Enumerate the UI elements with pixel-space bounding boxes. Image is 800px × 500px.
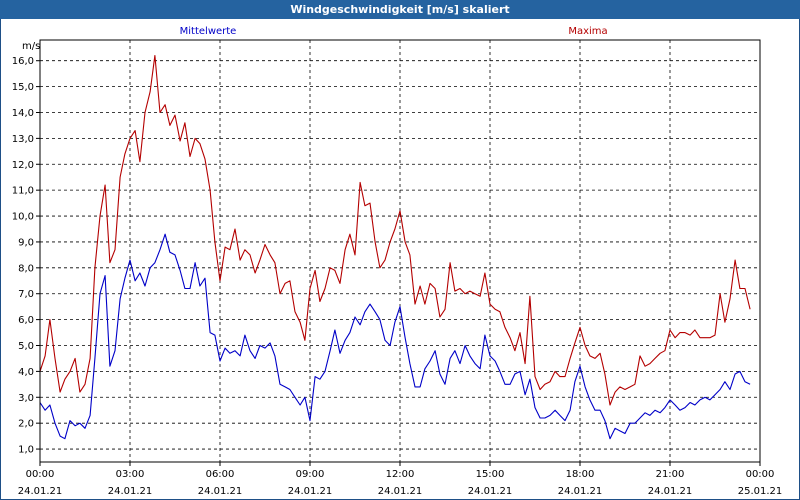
axes bbox=[36, 39, 761, 466]
x-tick-date-label: 24.01.21 bbox=[558, 486, 603, 497]
y-tick-label: 7,0 bbox=[18, 289, 34, 300]
y-tick-label: 14,0 bbox=[12, 108, 34, 119]
x-tick-date-label: 24.01.21 bbox=[648, 486, 693, 497]
tick-labels: 1,0 2,0 3,0 4,0 5,0 6,0 7,0 8,0 9,0 10,0 11,0 12,0 1… bbox=[12, 56, 783, 497]
series-line-maxima bbox=[39, 54, 751, 406]
x-tick-time-label: 21:00 bbox=[656, 469, 685, 480]
x-tick-time-label: 15:00 bbox=[476, 469, 505, 480]
x-tick-time-label: 12:00 bbox=[386, 469, 415, 480]
y-tick-label: 3,0 bbox=[18, 393, 34, 404]
x-tick-time-label: 00:00 bbox=[26, 469, 55, 480]
y-axis-unit-label: m/s bbox=[22, 41, 40, 52]
x-tick-date-label: 24.01.21 bbox=[468, 486, 513, 497]
x-tick-date-label: 24.01.21 bbox=[108, 486, 153, 497]
chart-title-bar: Windgeschwindigkeit [m/s] skaliert bbox=[0, 0, 800, 19]
y-tick-label: 12,0 bbox=[12, 160, 34, 171]
x-tick-time-label: 03:00 bbox=[116, 469, 145, 480]
x-tick-date-label: 24.01.21 bbox=[378, 486, 423, 497]
legend-mittelwerte: Mittelwerte bbox=[180, 26, 237, 37]
legend-maxima: Maxima bbox=[568, 26, 607, 37]
y-tick-label: 1,0 bbox=[18, 445, 34, 456]
y-tick-label: 4,0 bbox=[18, 367, 34, 378]
x-tick-date-label: 25.01.21 bbox=[738, 486, 783, 497]
grid-lines bbox=[40, 40, 760, 462]
x-tick-time-label: 06:00 bbox=[206, 469, 235, 480]
x-tick-time-label: 00:00 bbox=[746, 469, 775, 480]
y-tick-label: 5,0 bbox=[18, 341, 34, 352]
y-tick-label: 11,0 bbox=[12, 186, 34, 197]
x-tick-date-label: 24.01.21 bbox=[18, 486, 63, 497]
plot-area-border bbox=[39, 39, 761, 463]
y-tick-label: 6,0 bbox=[18, 315, 34, 326]
series-lines bbox=[39, 54, 751, 440]
y-tick-label: 10,0 bbox=[12, 212, 34, 223]
series-line-mittelwerte bbox=[39, 233, 751, 440]
y-tick-label: 9,0 bbox=[18, 237, 34, 248]
y-tick-label: 16,0 bbox=[12, 56, 34, 67]
x-tick-time-label: 09:00 bbox=[296, 469, 325, 480]
x-tick-date-label: 24.01.21 bbox=[288, 486, 333, 497]
y-tick-label: 15,0 bbox=[12, 82, 34, 93]
x-tick-time-label: 18:00 bbox=[566, 469, 595, 480]
y-tick-label: 8,0 bbox=[18, 263, 34, 274]
x-tick-date-label: 24.01.21 bbox=[198, 486, 243, 497]
y-tick-label: 13,0 bbox=[12, 134, 34, 145]
y-tick-label: 2,0 bbox=[18, 419, 34, 430]
